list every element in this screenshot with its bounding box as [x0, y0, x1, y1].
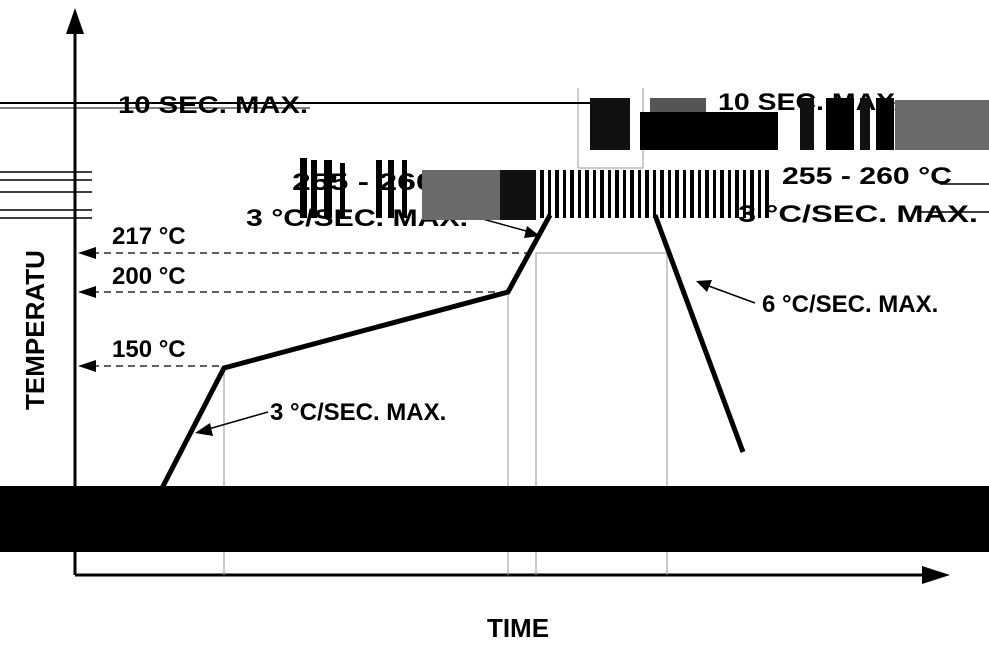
ramp-down-leader-arrowhead [696, 280, 712, 292]
label-200: 200 °C [112, 263, 186, 290]
corrupted-annotation-region: 10 SEC. MAX. 10 SEC. MAX. 255 - 260 °C 2… [0, 89, 989, 232]
profile-cooldown [652, 214, 746, 453]
label-150: 150 °C [112, 336, 186, 363]
ramp-up-leader [204, 411, 269, 431]
barcode-artifact [540, 170, 769, 218]
ramp-up-label: 3 °C/SEC. MAX. [270, 399, 446, 426]
ramp-right-fragment: 3 °C/SEC. MAX. [738, 201, 978, 228]
x-axis-arrowhead [922, 566, 950, 584]
y-axis-arrowhead [66, 8, 84, 34]
y-axis-label: TEMPERATU [20, 250, 50, 410]
ramp-down-label: 6 °C/SEC. MAX. [762, 291, 938, 318]
guide-150-arrowhead [78, 360, 96, 372]
ramp-up-leader-arrowhead [195, 423, 213, 436]
label-217: 217 °C [112, 223, 186, 250]
ramp-down-leader [705, 284, 756, 304]
guide-217-arrowhead [78, 247, 96, 259]
profile-curve [157, 213, 553, 494]
max-time-left-fragment: 10 SEC. MAX. [118, 92, 308, 119]
guide-200-arrowhead [78, 286, 96, 298]
occlusion-band [0, 486, 989, 552]
peak-right-fragment: 255 - 260 °C [782, 163, 952, 190]
x-axis-label: TIME [487, 613, 549, 643]
ramp-top-leader-arrowhead [524, 226, 540, 238]
